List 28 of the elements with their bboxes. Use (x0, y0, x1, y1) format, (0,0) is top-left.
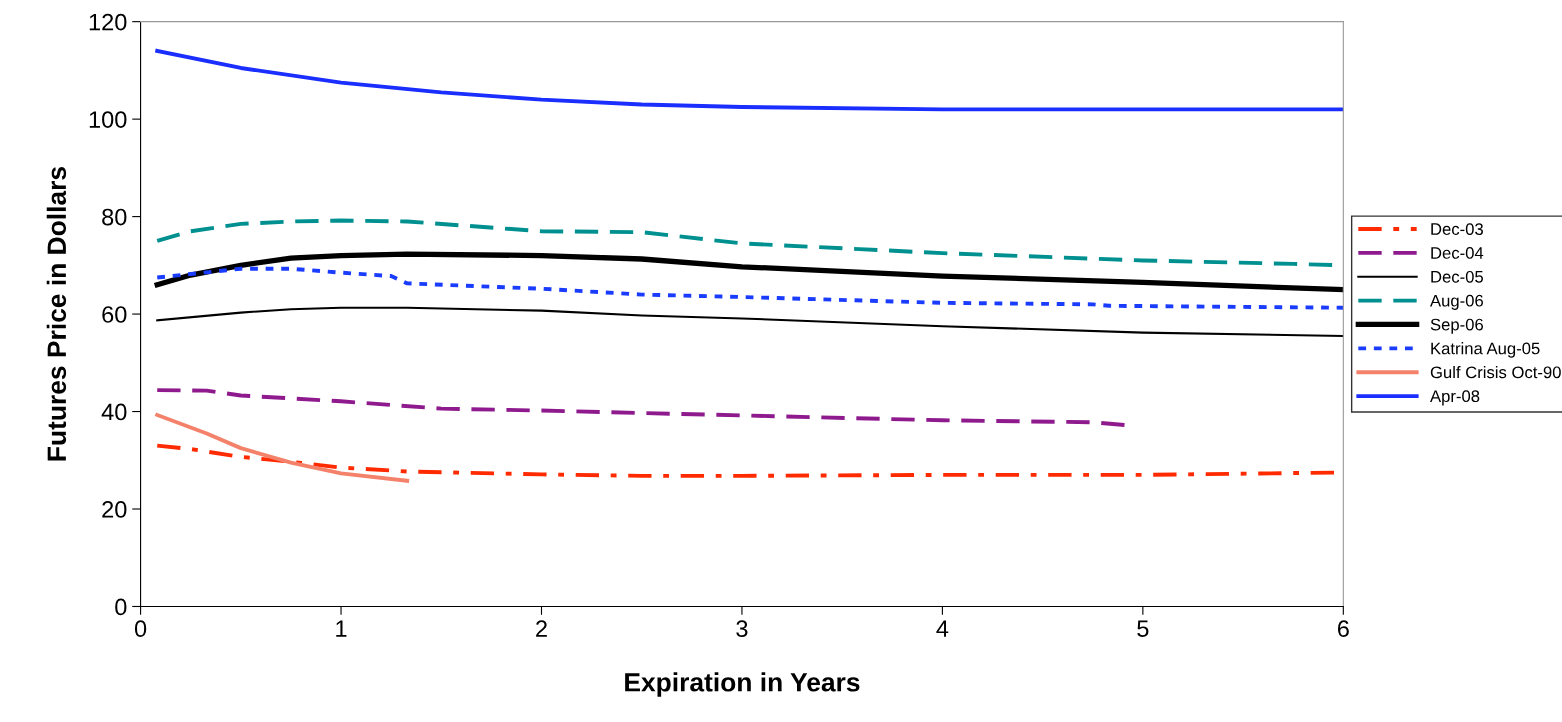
line-series (155, 413, 410, 483)
x-tick-label: 6 (1337, 620, 1349, 638)
x-tick-label: 5 (1137, 620, 1149, 638)
y-axis-title: Futures Price in Dollars (46, 167, 67, 461)
x-tick-label: 4 (936, 620, 949, 637)
y-tick-label: 40 (101, 403, 127, 421)
legend-label: Sep-06 (1430, 318, 1483, 334)
line-series (155, 266, 1344, 310)
legend-label: Katrina Aug-05 (1431, 342, 1540, 358)
y-tick-label: 20 (102, 501, 127, 518)
legend-label: Dec-05 (1431, 270, 1484, 283)
x-tick-label: 0 (134, 620, 147, 638)
x-tick-label: 1 (336, 620, 347, 637)
x-tick-label: 3 (736, 620, 748, 638)
y-tick-label: 60 (102, 306, 127, 323)
y-tick-label: 100 (89, 111, 127, 128)
x-axis-title: Expiration in Years (625, 672, 860, 697)
x-tick-label: 2 (536, 620, 547, 637)
legend-label: Dec-03 (1431, 223, 1483, 235)
line-series (156, 306, 1344, 338)
legend-label: Dec-04 (1431, 247, 1484, 259)
y-tick-label: 80 (102, 208, 127, 226)
legend-label: Aug-06 (1430, 294, 1483, 310)
y-tick-label: 0 (115, 598, 127, 616)
y-tick-label: 120 (89, 13, 127, 31)
legend-label: Apr-08 (1430, 390, 1480, 406)
legend-label: Gulf Crisis Oct-90 (1430, 365, 1561, 379)
line-series (155, 48, 1344, 112)
